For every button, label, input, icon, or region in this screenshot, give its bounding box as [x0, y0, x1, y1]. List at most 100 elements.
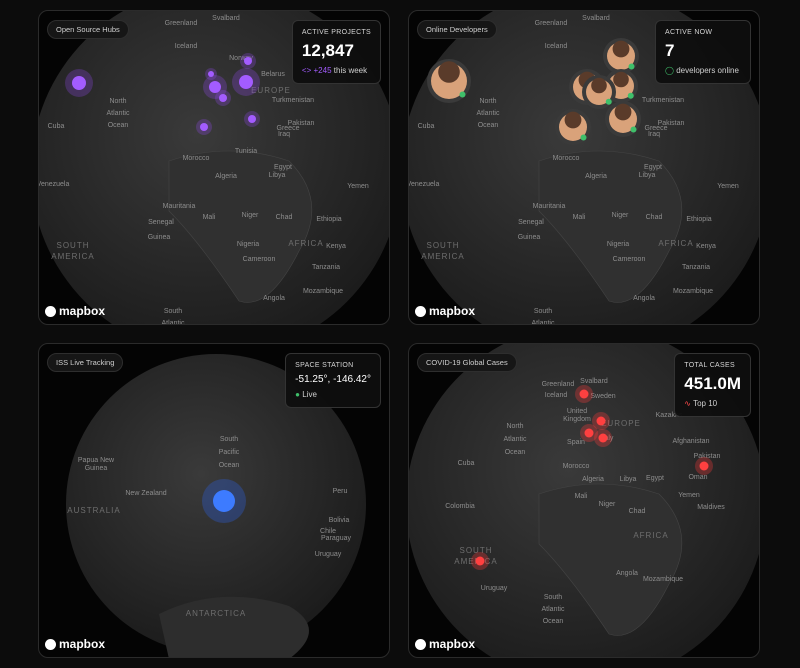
stat-note: this week [333, 66, 368, 75]
avatar-hair [591, 77, 607, 94]
map-label: Atlantic [504, 436, 527, 443]
map-label: Chad [629, 508, 646, 515]
map-label: Chad [646, 214, 663, 221]
globe: Greenland Svalbard Iceland Sweden UnitedKing… [409, 344, 759, 657]
hub-marker [248, 115, 256, 123]
map-label: Turkmenistan [642, 97, 684, 104]
map-label: Egypt [274, 164, 292, 171]
map-label: Kingdom [563, 416, 591, 423]
map-label: Senegal [148, 219, 174, 226]
map-label: Tanzania [312, 264, 340, 271]
map-label: Mali [575, 493, 588, 500]
map-label: Venezuela [39, 181, 69, 188]
hub-marker [219, 94, 227, 102]
map-label: Chile [320, 528, 336, 535]
globe: Greenland Svalbard Iceland Norway Belarus Nor… [39, 11, 389, 325]
avatar-hair [612, 40, 630, 58]
avatar-hair [564, 111, 582, 129]
globe: Greenland Svalbard Iceland North Atlantic Oce… [409, 11, 759, 325]
brand-text: mapbox [429, 304, 476, 318]
case-marker [598, 433, 608, 443]
map-label: Pacific [219, 449, 240, 456]
map-label: Maldives [697, 504, 725, 511]
map-label: North [479, 98, 496, 105]
map-label: Egypt [646, 475, 664, 482]
map-label: South [220, 436, 238, 443]
map-label: Atlantic [162, 320, 185, 325]
map-label: Atlantic [532, 320, 555, 325]
map-label: Yemen [717, 183, 739, 190]
map-label: Niger [612, 212, 629, 219]
map-label: Tanzania [682, 264, 710, 271]
map-label: North [506, 423, 523, 430]
map-label: Morocco [553, 155, 580, 162]
status-dot [605, 98, 612, 105]
map-label: New Zealand [125, 490, 166, 497]
brand-text: mapbox [429, 637, 476, 651]
stat-label: ACTIVE PROJECTS [301, 29, 371, 36]
map-label: Ocean [219, 462, 240, 469]
map-label: Guinea [85, 465, 108, 472]
map-label: Peru [333, 488, 348, 495]
map-label: Afghanistan [673, 438, 710, 445]
map-label: Atlantic [107, 110, 130, 117]
hub-marker [244, 57, 252, 65]
hub-marker [209, 81, 221, 93]
stat-note-row: ● Live [295, 390, 317, 399]
map-label: Libya [620, 476, 637, 483]
map-label: Ocean [478, 122, 499, 129]
map-label: Ocean [505, 449, 526, 456]
stat-label: TOTAL CASES [684, 362, 735, 369]
stat-label: SPACE STATION [295, 362, 354, 369]
stat-note-row: <> +245 this week [301, 66, 368, 75]
stat-panel: ACTIVE NOW 7 ◯ developers online [655, 20, 751, 84]
map-label: AMERICA [454, 557, 497, 566]
map-label: Cuba [48, 123, 65, 130]
map-label: Niger [242, 212, 259, 219]
map-label: AUSTRALIA [67, 506, 120, 515]
map-label: SOUTH [460, 546, 493, 555]
map-label: Ethiopia [686, 216, 711, 223]
map-label: Sweden [590, 393, 615, 400]
map-label: Cameroon [613, 256, 646, 263]
map-label: Uruguay [481, 585, 508, 592]
brand: mapbox [45, 637, 105, 651]
brand: mapbox [415, 637, 475, 651]
map-label: Spain [567, 439, 585, 446]
map-label: Algeria [582, 476, 604, 483]
stat-panel: ACTIVE PROJECTS 12,847 <> +245 this week [291, 20, 381, 84]
map-label: Atlantic [477, 110, 500, 117]
stat-value: 12,847 [301, 41, 354, 60]
status-dot [459, 91, 466, 98]
map-label: Svalbard [212, 15, 240, 22]
stat-panel: TOTAL CASES 451.0M ∿ Top 10 [674, 353, 751, 417]
case-marker [475, 556, 485, 566]
stat-note-row: ∿ Top 10 [684, 399, 718, 408]
hub-marker [200, 123, 208, 131]
map-label: Iceland [175, 43, 198, 50]
stat-note: developers online [676, 66, 739, 75]
map-label: Belarus [261, 71, 285, 78]
map-label: Iraq [278, 131, 290, 138]
map-label: Svalbard [580, 378, 608, 385]
map-label: Mali [203, 214, 216, 221]
map-label: Mozambique [643, 576, 683, 583]
map-label: Libya [269, 172, 286, 179]
map-label: Egypt [644, 164, 662, 171]
map-label: Greece [277, 125, 300, 132]
status-dot [580, 134, 587, 141]
map-label: North [109, 98, 126, 105]
status-dot [630, 126, 637, 133]
map-label: Cameroon [243, 256, 276, 263]
map-label: Atlantic [542, 606, 565, 613]
map-label: Cuba [418, 123, 435, 130]
map-label: EUROPE [601, 419, 641, 428]
map-card: Greenland Svalbard Iceland Sweden United King… [408, 343, 760, 658]
map-label: United [567, 408, 587, 415]
map-label: Morocco [563, 463, 590, 470]
map-label: Cuba [458, 460, 475, 467]
map-label: Angola [616, 570, 638, 577]
map-label: SOUTH [427, 241, 460, 250]
stat-value: -51.25°, -146.42° [295, 374, 371, 385]
